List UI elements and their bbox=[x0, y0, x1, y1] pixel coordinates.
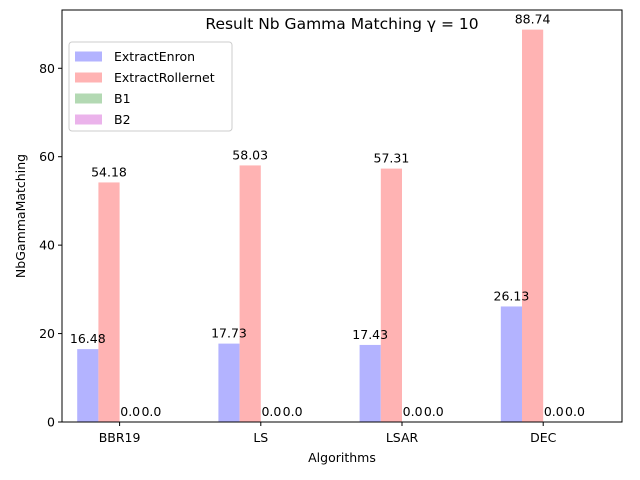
x-tick-label: DEC bbox=[530, 430, 557, 445]
legend-frame bbox=[68, 41, 233, 132]
bar-extractrollernet-dec bbox=[522, 29, 544, 422]
legend-swatch-b2 bbox=[75, 114, 102, 125]
bar-extractenron-dec bbox=[500, 306, 522, 422]
x-tick-label: BBR19 bbox=[99, 430, 141, 445]
bar-extractenron-ls bbox=[218, 343, 240, 422]
data-label: 88.74 bbox=[515, 12, 551, 27]
data-label: 0.0 bbox=[565, 404, 585, 419]
bar-extractrollernet-lsar bbox=[380, 168, 402, 422]
y-tick-label: 20 bbox=[39, 326, 55, 341]
data-label: 0.0 bbox=[120, 404, 140, 419]
bar-extractenron-lsar bbox=[359, 344, 381, 422]
data-label: 26.13 bbox=[494, 288, 530, 303]
data-label: 0.0 bbox=[544, 404, 564, 419]
legend: ExtractEnron ExtractRollernet B1 B2 bbox=[68, 41, 233, 132]
x-axis: BBR19 LS LSAR DEC bbox=[99, 422, 557, 445]
bar-extractrollernet-ls bbox=[239, 165, 261, 423]
bar-extractrollernet-bbr19 bbox=[98, 182, 120, 422]
plot-frame bbox=[61, 9, 623, 423]
y-tick-label: 0 bbox=[47, 415, 55, 430]
data-label: 17.43 bbox=[352, 327, 388, 342]
bars-layer bbox=[77, 29, 544, 423]
legend-label-b2: B2 bbox=[114, 112, 131, 127]
y-axis: 0 20 40 60 80 bbox=[39, 61, 62, 430]
data-label: 0.0 bbox=[403, 404, 423, 419]
legend-swatch-extractenron bbox=[75, 51, 102, 62]
data-label: 0.0 bbox=[141, 404, 161, 419]
y-tick-label: 60 bbox=[39, 149, 55, 164]
data-label: 0.0 bbox=[283, 404, 303, 419]
chart-title: Result Nb Gamma Matching γ = 10 bbox=[205, 15, 478, 33]
bar-extractenron-bbr19 bbox=[77, 349, 99, 422]
data-label: 0.0 bbox=[261, 404, 281, 419]
data-label: 0.0 bbox=[424, 404, 444, 419]
x-tick-label: LSAR bbox=[386, 430, 419, 445]
data-label: 16.48 bbox=[70, 331, 106, 346]
legend-label-extractrollernet: ExtractRollernet bbox=[114, 70, 215, 85]
legend-label-extractenron: ExtractEnron bbox=[114, 49, 195, 64]
data-label: 57.31 bbox=[374, 151, 410, 166]
y-tick-label: 40 bbox=[39, 238, 55, 253]
y-axis-label: NbGammaMatching bbox=[13, 154, 28, 278]
data-label: 54.18 bbox=[91, 164, 127, 179]
y-tick-label: 80 bbox=[39, 61, 55, 76]
x-tick-label: LS bbox=[253, 430, 268, 445]
data-label: 58.03 bbox=[232, 147, 268, 162]
legend-swatch-b1 bbox=[75, 93, 102, 104]
data-label: 17.73 bbox=[211, 326, 247, 341]
legend-label-b1: B1 bbox=[114, 91, 131, 106]
x-axis-label: Algorithms bbox=[308, 450, 376, 465]
legend-swatch-extractrollernet bbox=[75, 72, 102, 83]
